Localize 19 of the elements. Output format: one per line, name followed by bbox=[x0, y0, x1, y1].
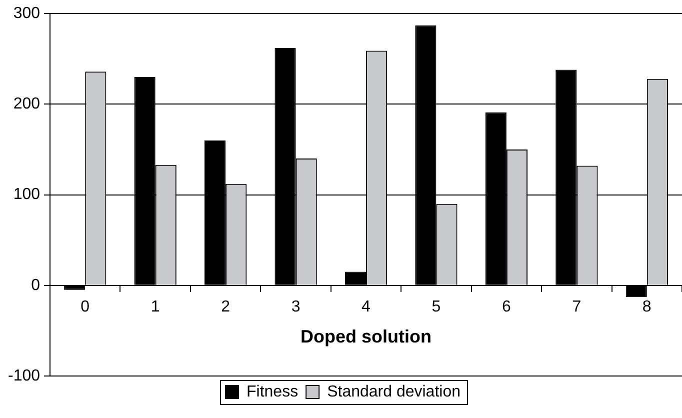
x-tick-label: 0 bbox=[80, 298, 90, 316]
x-tick-label: 1 bbox=[150, 298, 160, 316]
legend-label: Fitness bbox=[246, 383, 298, 400]
x-axis-title: Doped solution bbox=[300, 326, 432, 346]
x-tick-label: 8 bbox=[642, 298, 652, 316]
bar bbox=[64, 286, 86, 290]
legend-label: Standard deviation bbox=[327, 383, 461, 400]
y-tick-label: 300 bbox=[13, 5, 40, 22]
x-tick-label: 2 bbox=[221, 298, 230, 316]
x-tick-label: 6 bbox=[502, 298, 511, 316]
bar bbox=[626, 286, 647, 298]
y-tick-label: 0 bbox=[31, 276, 40, 294]
y-tick-label: -100 bbox=[8, 367, 40, 384]
x-tick-label: 7 bbox=[572, 298, 582, 316]
x-tick-label: 4 bbox=[362, 298, 371, 316]
x-tick-label: 5 bbox=[432, 298, 441, 316]
x-tick-label: 3 bbox=[291, 298, 300, 316]
y-tick-label: 100 bbox=[13, 186, 40, 204]
y-tick-label: 200 bbox=[13, 96, 40, 113]
